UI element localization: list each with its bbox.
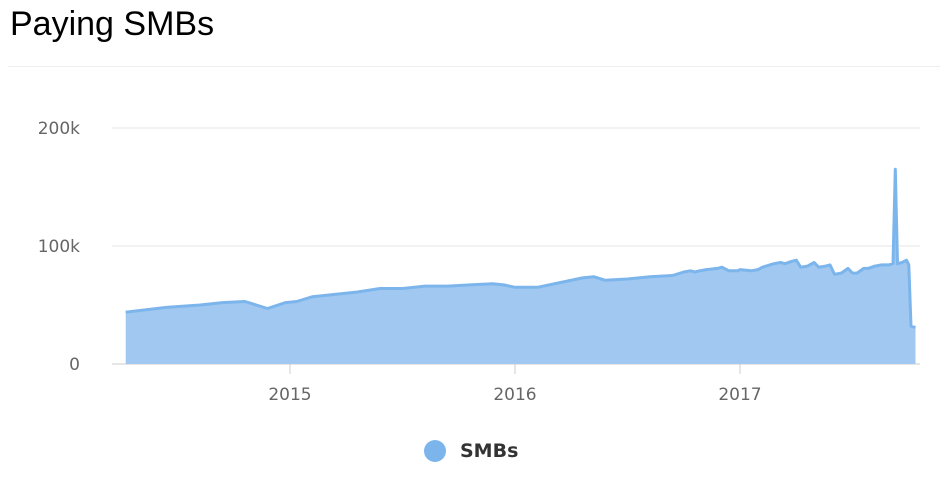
title-divider	[8, 66, 940, 67]
chart-title: Paying SMBs	[10, 5, 215, 43]
x-tick-label: 2017	[718, 385, 761, 405]
legend-label: SMBs	[460, 440, 519, 462]
y-tick-label: 0	[69, 355, 80, 375]
series-line	[125, 167, 916, 329]
legend-marker-icon	[424, 440, 446, 462]
x-tick-label: 2015	[268, 385, 311, 405]
legend-item-smbs[interactable]: SMBs	[424, 440, 518, 462]
series-area	[125, 169, 916, 364]
y-tick-label: 100k	[38, 237, 80, 257]
y-tick-label: 200k	[38, 119, 80, 139]
x-tick-label: 2016	[493, 385, 536, 405]
